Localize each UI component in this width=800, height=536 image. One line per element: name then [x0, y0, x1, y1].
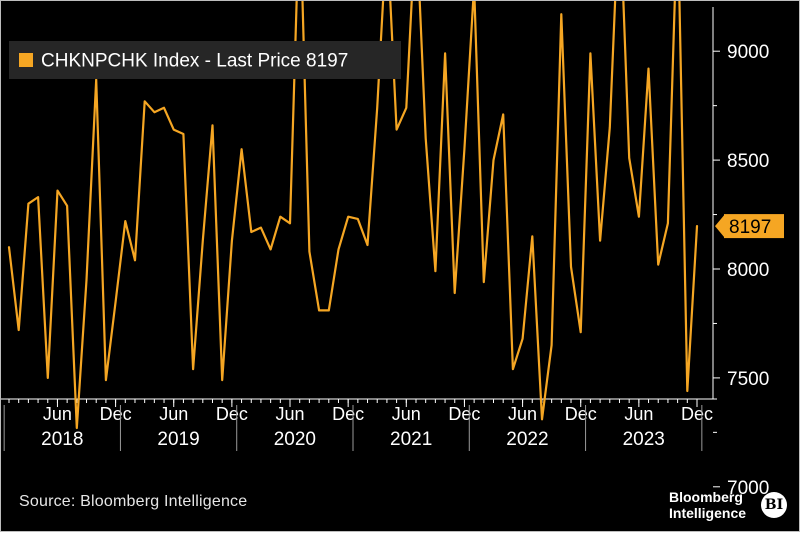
- x-year-label: 2020: [274, 429, 316, 450]
- x-year-label: 2018: [41, 429, 83, 450]
- x-tick-label: Jun: [275, 404, 304, 424]
- x-tick-label: Dec: [448, 404, 480, 424]
- logo-line-2: Intelligence: [669, 505, 747, 521]
- y-tick-label: 7500: [727, 369, 769, 390]
- x-tick-label: Dec: [565, 404, 597, 424]
- last-value-box: [724, 214, 784, 239]
- legend: CHKNPCHK Index - Last Price 8197: [9, 41, 401, 79]
- legend-label: CHKNPCHK Index - Last Price 8197: [41, 51, 348, 72]
- y-tick-label: 9000: [727, 42, 769, 63]
- last-value-pointer: [715, 214, 725, 239]
- bi-badge-icon: BI: [761, 492, 787, 518]
- last-value-label: 8197: [729, 217, 771, 238]
- x-tick-label: Dec: [216, 404, 248, 424]
- y-tick-label: 8000: [727, 260, 769, 281]
- series-line-chknpchk: [7, 0, 699, 430]
- x-year-label: 2022: [506, 429, 548, 450]
- y-tick-label: 8500: [727, 151, 769, 172]
- x-tick-label: Dec: [100, 404, 132, 424]
- x-tick-label: Jun: [43, 404, 72, 424]
- last-value-marker: 8197: [715, 214, 784, 239]
- x-tick-label: Dec: [332, 404, 364, 424]
- logo-line-1: Bloomberg: [669, 489, 743, 505]
- y-tick-label: 7000: [727, 478, 769, 499]
- x-tick-label: Jun: [392, 404, 421, 424]
- x-year-label: 2021: [390, 429, 432, 450]
- x-tick-label: Jun: [508, 404, 537, 424]
- bloomberg-intelligence-logo: Bloomberg Intelligence: [669, 489, 746, 521]
- x-year-label: 2019: [157, 429, 199, 450]
- source-note: Source: Bloomberg Intelligence: [19, 493, 248, 510]
- x-tick-label: Jun: [159, 404, 188, 424]
- x-tick-label: Jun: [624, 404, 653, 424]
- legend-swatch: [19, 53, 33, 67]
- x-tick-label: Dec: [681, 404, 713, 424]
- x-year-label: 2023: [623, 429, 665, 450]
- axis-layer: 70007500800085009000950010000JunDecJunDe…: [1, 7, 769, 499]
